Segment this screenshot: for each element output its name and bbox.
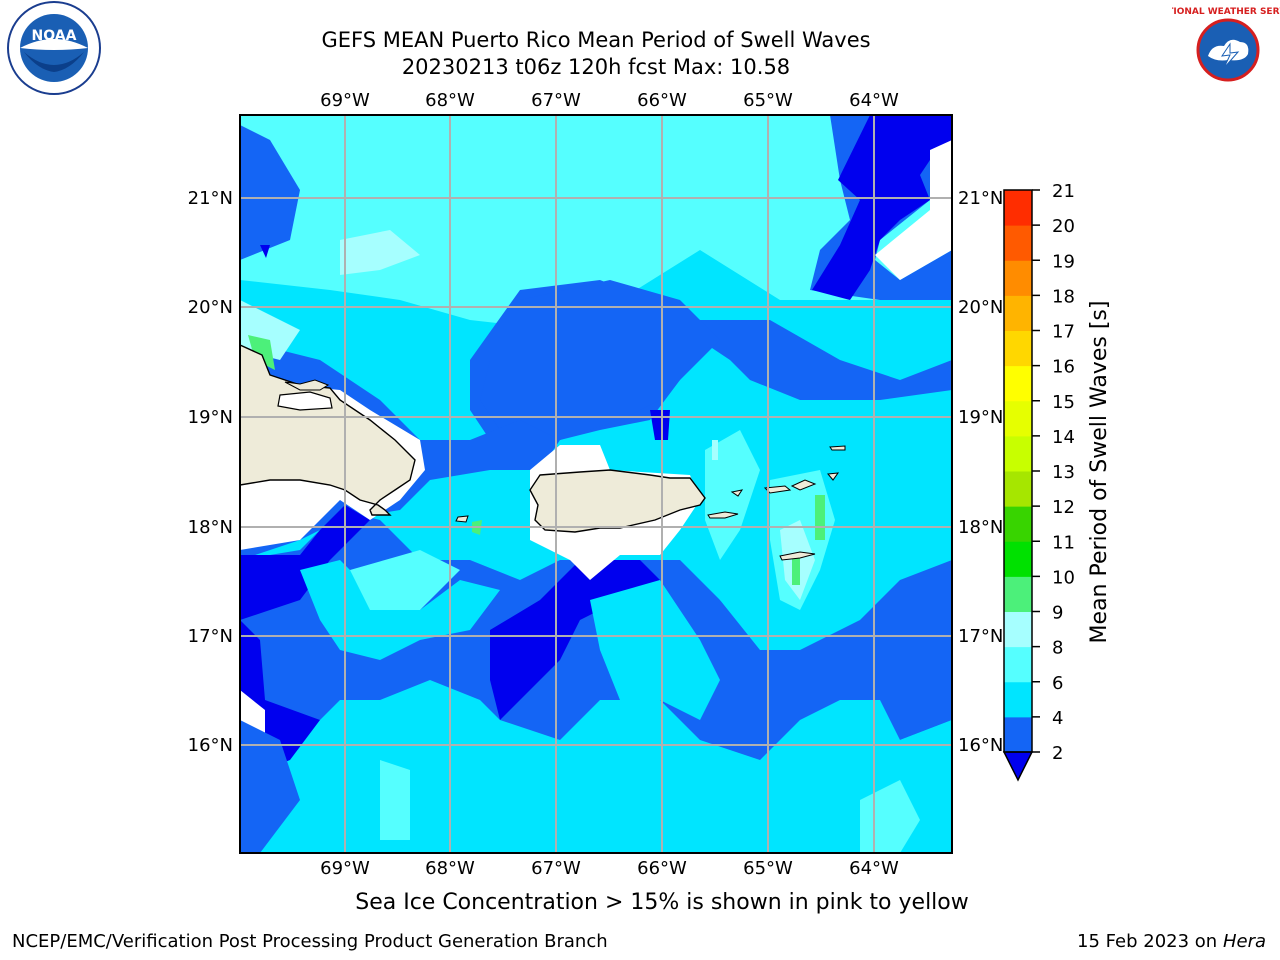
colorbar-tick-label: 8: [1052, 638, 1063, 659]
lat-label-right: 21°N: [958, 188, 1003, 209]
lon-label-top: 68°W: [425, 90, 475, 111]
colorbar-segment: [1004, 435, 1032, 472]
lat-label-left: 19°N: [188, 407, 233, 428]
colorbar-segment: [1004, 190, 1032, 226]
map-gridlines: [240, 115, 952, 853]
lon-label-bottom: 67°W: [531, 858, 581, 879]
noaa-logo: NOAA: [7, 1, 101, 95]
lon-label-top: 64°W: [849, 90, 899, 111]
lon-label-bottom: 69°W: [320, 858, 370, 879]
colorbar-tick-label: 13: [1052, 462, 1075, 483]
colorbar-tick-label: 10: [1052, 567, 1075, 588]
swell-field: [240, 115, 952, 853]
lat-label-left: 16°N: [188, 735, 233, 756]
colorbar-segment: [1004, 681, 1032, 718]
lat-label-left: 17°N: [188, 626, 233, 647]
lon-label-top: 67°W: [531, 90, 581, 111]
lat-label-left: 20°N: [188, 297, 233, 318]
sea-ice-note: Sea Ice Concentration > 15% is shown in …: [355, 890, 969, 915]
lon-label-bottom: 66°W: [637, 858, 687, 879]
lon-label-top: 66°W: [637, 90, 687, 111]
host-name: Hera: [1222, 931, 1266, 952]
longitude-labels-top: 69°W 68°W 67°W 66°W 65°W 64°W: [320, 90, 899, 111]
colorbar-tick-label: 12: [1052, 497, 1075, 518]
colorbar-tick-label: 17: [1052, 322, 1075, 343]
colorbar-segment: [1004, 225, 1032, 261]
colorbar-tick-label: 20: [1052, 216, 1075, 237]
colorbar-segment: [1004, 611, 1032, 648]
latitude-labels-right: 21°N 20°N 19°N 18°N 17°N 16°N: [958, 188, 1003, 756]
colorbar-segment: [1004, 541, 1032, 577]
lat-label-right: 18°N: [958, 517, 1003, 538]
colorbar-tick-label: 4: [1052, 708, 1063, 729]
colorbar-segment: [1004, 576, 1032, 612]
lat-label-right: 16°N: [958, 735, 1003, 756]
colorbar-segment: [1004, 716, 1032, 753]
lat-label-right: 20°N: [958, 297, 1003, 318]
lat-label-right: 19°N: [958, 407, 1003, 428]
colorbar-tick-label: 15: [1052, 392, 1075, 413]
branch-credit: NCEP/EMC/Verification Post Processing Pr…: [12, 931, 608, 952]
lon-label-bottom: 68°W: [425, 858, 475, 879]
colorbar-tick-label: 9: [1052, 603, 1063, 624]
latitude-labels-left: 21°N 20°N 19°N 18°N 17°N 16°N: [188, 188, 233, 756]
colorbar-extend-arrow: [1002, 751, 1034, 782]
colorbar-segment: [1004, 646, 1032, 683]
colorbar-segment: [1004, 365, 1032, 402]
nws-logo: NATIONAL WEATHER SERVICE: [1172, 6, 1280, 94]
colorbar-tick-label: 16: [1052, 357, 1075, 378]
colorbar-segment: [1004, 330, 1032, 367]
svg-text:NATIONAL WEATHER SERVICE: NATIONAL WEATHER SERVICE: [1172, 7, 1280, 17]
colorbar-tick-label: 19: [1052, 251, 1075, 272]
colorbar-segment: [1004, 295, 1032, 331]
map-frame: [239, 114, 953, 854]
colorbar-tick-label: 18: [1052, 286, 1075, 307]
colorbar: 2 4 6 8 9 10 11 12 13 14 15 16 17 18 19 20 21: [1002, 181, 1075, 782]
colorbar-tick-label: 6: [1052, 673, 1063, 694]
svg-text:NOAA: NOAA: [32, 28, 77, 44]
date-text: 15 Feb 2023 on: [1077, 931, 1218, 952]
colorbar-segment: [1004, 506, 1032, 542]
colorbar-segment: [1004, 471, 1032, 507]
colorbar-tick-label: 11: [1052, 532, 1075, 553]
lat-label-left: 21°N: [188, 188, 233, 209]
colorbar-tick-label: 2: [1052, 743, 1063, 764]
colorbar-segment: [1004, 400, 1032, 437]
lat-label-right: 17°N: [958, 626, 1003, 647]
chart-title: GEFS MEAN Puerto Rico Mean Period of Swe…: [321, 28, 871, 52]
lon-label-bottom: 64°W: [849, 858, 899, 879]
lon-label-bottom: 65°W: [743, 858, 793, 879]
chart-subtitle: 20230213 t06z 120h fcst Max: 10.58: [401, 55, 791, 79]
colorbar-label: Mean Period of Swell Waves [s]: [1087, 301, 1112, 644]
lon-label-top: 69°W: [320, 90, 370, 111]
lon-label-top: 65°W: [743, 90, 793, 111]
lat-label-left: 18°N: [188, 517, 233, 538]
colorbar-tick-label: 14: [1052, 427, 1075, 448]
longitude-labels-bottom: 69°W 68°W 67°W 66°W 65°W 64°W: [320, 858, 899, 879]
colorbar-tick-label: 21: [1052, 181, 1075, 202]
generation-date: 15 Feb 2023 on Hera: [1077, 931, 1266, 952]
colorbar-segment: [1004, 260, 1032, 296]
